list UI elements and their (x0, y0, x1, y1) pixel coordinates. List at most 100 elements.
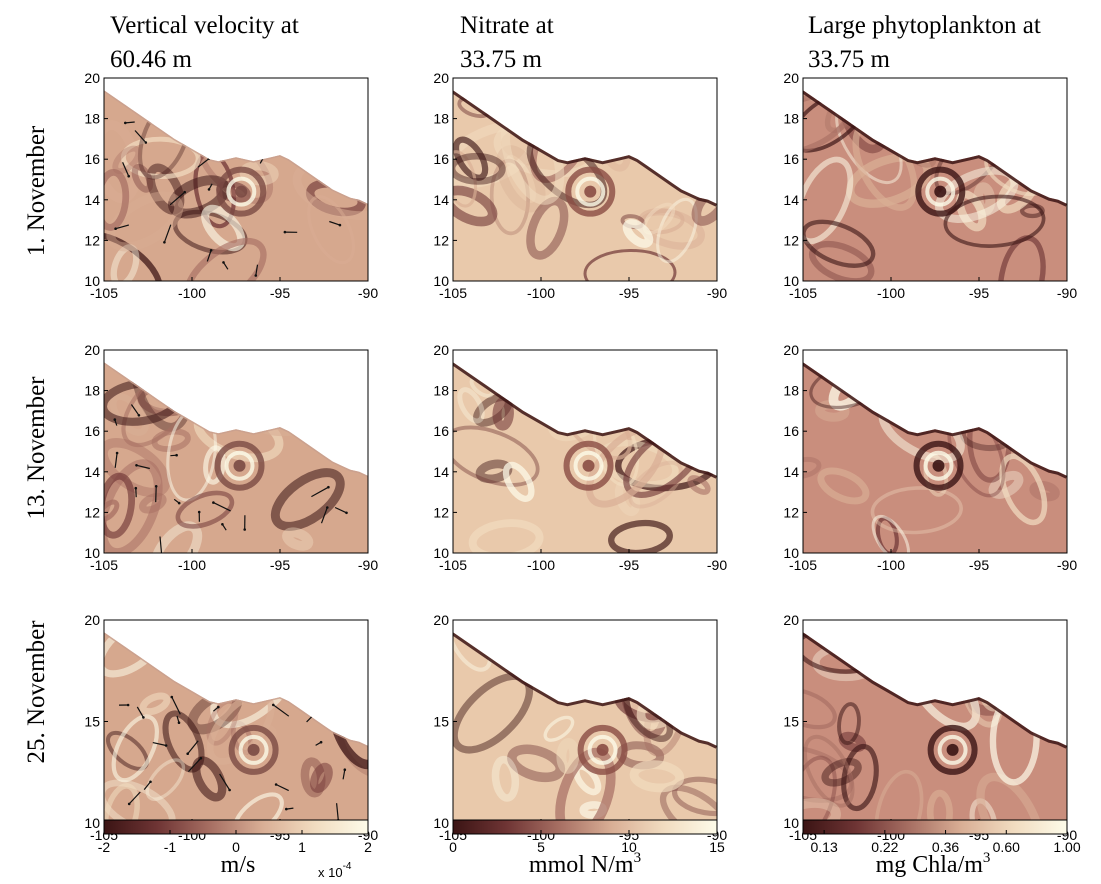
column-title-nitrate-line2: 33.75 m (460, 46, 543, 73)
x-tick-label: -105 (439, 557, 467, 573)
panel-r1-c1: -105 -100 -95 -90 10 12 14 16 18 20 (84, 70, 378, 301)
panel-frame (802, 77, 1068, 282)
y-tick-label: 15 (783, 714, 799, 730)
panel-ticks: -105 -100 -95 -90 10 12 14 16 18 20 (84, 342, 378, 573)
panel-grid: -105 -100 -95 -90 10 12 14 16 18 20 -105 -100 -95 -90… (84, 70, 1077, 843)
colorbar-2: 0 5 10 15 (449, 819, 725, 855)
y-tick-label: 14 (783, 192, 799, 208)
x-tick-label: -105 (439, 285, 467, 301)
column-title-nitrate-line1: Nitrate at (460, 12, 554, 39)
ocean-field (803, 362, 1067, 553)
row-label-2: 13. November (23, 376, 50, 520)
panel-frame (103, 77, 369, 282)
colorbar-label-nitrate-sup: 3 (634, 850, 642, 866)
panel-ticks: -105 -100 -95 -90 10 12 14 16 18 20 (84, 70, 378, 301)
panel-ticks: -105 -100 -95 -90 10 12 14 16 18 20 (433, 70, 727, 301)
ocean-field (453, 90, 717, 281)
colorbar-tick-label: 2 (364, 839, 372, 855)
y-tick-label: 16 (783, 423, 799, 439)
coastal-band (803, 362, 1067, 479)
colorbar-tick-label: -2 (98, 839, 111, 855)
colorbar-tick-label: 15 (709, 839, 725, 855)
y-tick-label: 20 (84, 612, 100, 628)
panel-ticks: -105 -100 -95 -90 10 12 14 16 18 20 (783, 70, 1077, 301)
y-tick-label: 10 (433, 815, 449, 831)
y-tick-label: 16 (783, 151, 799, 167)
panel-frame (452, 349, 718, 554)
y-tick-label: 20 (783, 612, 799, 628)
column-title-velocity-line2: 60.46 m (110, 46, 193, 73)
colorbar-3: 0.13 0.22 0.36 0.60 1.00 (802, 819, 1081, 855)
x-tick-label: -90 (358, 557, 378, 573)
y-tick-label: 20 (84, 342, 100, 358)
row-labels: 1. November 13. November 25. November (23, 125, 50, 763)
colorbar-label-velocity: m/s (221, 852, 256, 878)
eddy-ring (577, 724, 628, 775)
x-tick-label: -90 (707, 557, 727, 573)
panel-frame (802, 349, 1068, 554)
x-tick-label: -90 (358, 285, 378, 301)
y-tick-label: 10 (84, 273, 100, 289)
y-tick-label: 14 (433, 192, 449, 208)
panel-ticks: -105 -100 -95 -90 10 12 14 16 18 20 (433, 342, 727, 573)
panel-r2-c1: -105 -100 -95 -90 10 12 14 16 18 20 (84, 342, 378, 573)
panel-r1-c2: -105 -100 -95 -90 10 12 14 16 18 20 (433, 70, 727, 301)
y-tick-label: 18 (84, 383, 100, 399)
y-tick-label: 15 (433, 714, 449, 730)
colorbar-gradient (452, 819, 718, 835)
colorbar-tick-label: 0 (449, 839, 457, 855)
ocean-field (104, 362, 368, 553)
x-tick-label: -90 (707, 285, 727, 301)
x-tick-label: -100 (877, 285, 905, 301)
panel-frame (103, 349, 369, 554)
coastal-band (803, 632, 1067, 749)
y-tick-label: 18 (783, 383, 799, 399)
eddy-ring (228, 724, 279, 775)
eddy-ring (915, 166, 966, 217)
y-tick-label: 10 (433, 545, 449, 561)
ocean-field (104, 90, 368, 281)
column-title-velocity-line1: Vertical velocity at (110, 12, 299, 39)
ocean-field (453, 362, 717, 553)
row-label-3: 25. November (23, 620, 50, 764)
colorbar-tick-label: 10 (621, 839, 637, 855)
eddy-ring (565, 166, 616, 217)
y-tick-label: 10 (84, 815, 100, 831)
panel-r2-c2: -105 -100 -95 -90 10 12 14 16 18 20 (433, 342, 727, 573)
x-tick-label: -100 (877, 557, 905, 573)
y-tick-label: 15 (84, 714, 100, 730)
x-tick-label: -95 (270, 285, 290, 301)
y-tick-label: 12 (433, 232, 449, 248)
x-tick-label: -95 (969, 285, 989, 301)
row-label-1: 1. November (23, 125, 50, 256)
y-tick-label: 12 (783, 504, 799, 520)
colorbar-multiplier: x 10-4 (318, 861, 352, 880)
colorbar-labels: m/s x 10-4 mmol N/m3 mg Chla/m3 (221, 850, 991, 880)
colorbar-tick-label: 0.22 (871, 839, 898, 855)
y-tick-label: 14 (84, 464, 100, 480)
y-tick-label: 12 (433, 504, 449, 520)
x-tick-label: -105 (789, 557, 817, 573)
ocean-field (453, 632, 717, 823)
y-tick-label: 18 (84, 111, 100, 127)
y-tick-label: 10 (783, 815, 799, 831)
x-tick-label: -95 (969, 557, 989, 573)
colorbar-gradient (802, 819, 1068, 835)
y-tick-label: 10 (783, 273, 799, 289)
y-tick-label: 10 (433, 273, 449, 289)
colorbar-tick-label: 5 (537, 839, 545, 855)
colorbar-label-phyto-sup: 3 (983, 850, 991, 866)
colorbar-1: -2 -1 0 1 2 (98, 819, 372, 855)
x-tick-label: -105 (90, 285, 118, 301)
y-tick-label: 18 (433, 111, 449, 127)
colorbar-group: -2 -1 0 1 2 0 5 10 15 0.13 0.22 0.36 0.60 1.00 (98, 819, 1081, 855)
y-tick-label: 16 (433, 151, 449, 167)
y-tick-label: 18 (433, 383, 449, 399)
column-titles: Vertical velocity at 60.46 m Nitrate at … (110, 12, 1041, 73)
colorbar-label-phyto: mg Chla/m3 (876, 850, 991, 878)
ocean-field (104, 632, 368, 823)
eddy-ring (563, 440, 614, 491)
y-tick-label: 14 (433, 464, 449, 480)
